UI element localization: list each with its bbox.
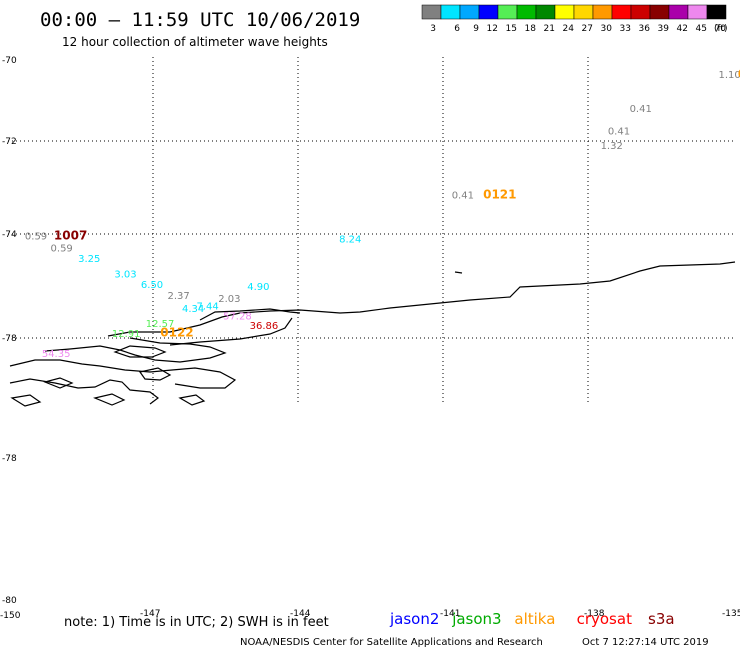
legend-label: 12 <box>487 24 498 34</box>
legend-swatch <box>440 4 461 20</box>
wave-height-point: 0121 <box>483 188 516 202</box>
legend-label: 42 <box>677 24 688 34</box>
legend-label: 30 <box>601 24 613 34</box>
legend-label: 21 <box>544 24 555 34</box>
legend-swatch <box>649 4 670 20</box>
wave-height-point: 3.03 <box>114 270 136 281</box>
longitude-axis: -150 -147 -144 -141 -138 -135 <box>0 609 740 621</box>
satellite-label: altika <box>514 610 555 628</box>
wave-height-point: 12.91 <box>112 329 141 340</box>
y-tick-label: -78 <box>2 454 17 464</box>
wave-height-point: 0.41 <box>630 104 652 115</box>
legend-label: 70 <box>715 24 727 34</box>
legend-swatch <box>478 4 499 20</box>
footer-credit: NOAA/NESDIS Center for Satellite Applica… <box>240 637 543 648</box>
legend-swatch <box>630 4 651 20</box>
antarctic-coastline <box>9 261 736 407</box>
x-tick-label: -144 <box>290 609 311 619</box>
wave-height-point: 0120 <box>738 67 740 81</box>
legend-unit: (ft) <box>714 24 728 34</box>
wave-height-point: 0.59 <box>25 232 47 243</box>
legend-swatch <box>592 4 613 20</box>
wave-height-point: 7.44 <box>197 301 219 312</box>
legend-label: 36 <box>639 24 651 34</box>
wave-height-point: 12.57 <box>146 319 175 330</box>
chart-subtitle: 12 hour collection of altimeter wave hei… <box>62 35 328 49</box>
wave-height-point: 36.86 <box>250 321 279 332</box>
satellite-legend: jason2 jason3 altika cryosat s3a <box>389 610 675 628</box>
y-tick-label: -70 <box>2 56 17 66</box>
legend-label: 6 <box>454 24 460 34</box>
x-tick-label: -147 <box>140 609 160 619</box>
satellite-label: jason3 <box>451 610 501 628</box>
wave-height-point: 2.03 <box>218 294 240 305</box>
satellite-label: s3a <box>648 610 675 628</box>
x-tick-label: -135 <box>722 609 740 619</box>
wave-height-point: 1.10 <box>719 70 740 81</box>
y-tick-label: -74 <box>2 230 17 240</box>
wave-height-point: 0122 <box>160 325 193 339</box>
wave-height-point: 8.24 <box>339 234 361 245</box>
footer-timestamp: Oct 7 12:27:14 UTC 2019 <box>582 637 709 648</box>
x-tick-label: -150 <box>0 611 21 621</box>
legend-swatch <box>516 4 537 20</box>
legend-swatch <box>573 4 594 20</box>
y-tick-label: -78 <box>2 334 17 344</box>
satellite-label: cryosat <box>577 610 632 628</box>
legend-label: 24 <box>563 24 575 34</box>
wave-height-point: 1007 <box>54 229 87 243</box>
wave-height-labels: 1.1001200.410.411.320.4101218.240.591007… <box>25 67 740 360</box>
wave-height-point: 0.41 <box>608 126 630 137</box>
legend-swatch <box>554 4 575 20</box>
legend-swatch <box>668 4 689 20</box>
y-tick-label: -80 <box>2 596 17 606</box>
legend-swatch <box>535 4 556 20</box>
chart-title: 00:00 – 11:59 UTC 10/06/2019 <box>40 9 360 31</box>
wave-height-point: 57.28 <box>223 312 252 323</box>
color-scale-legend: 3 6 9 12 15 18 21 24 27 30 33 36 39 42 45 70(ft) <box>421 4 728 34</box>
legend-swatch <box>497 4 518 20</box>
wave-height-point: 4.90 <box>247 282 269 293</box>
legend-swatch <box>459 4 480 20</box>
wave-height-point: 54.35 <box>42 349 71 360</box>
legend-label: 9 <box>473 24 479 34</box>
legend-label: 18 <box>525 24 537 34</box>
wave-height-point: 6.50 <box>141 280 163 291</box>
y-tick-label: -72 <box>2 137 17 147</box>
legend-label: 15 <box>506 24 517 34</box>
legend-label: 3 <box>430 24 436 34</box>
legend-swatch <box>421 4 442 20</box>
wave-height-point: 3.25 <box>78 254 100 265</box>
legend-label: 39 <box>658 24 670 34</box>
latitude-axis: -70 -72 -74 -78 -78 -80 <box>2 56 17 606</box>
legend-swatch <box>687 4 708 20</box>
legend-label: 45 <box>696 24 707 34</box>
wave-height-point: 0.41 <box>452 191 474 202</box>
legend-label: 33 <box>620 24 631 34</box>
wave-height-point: 1.32 <box>601 141 623 152</box>
footer-note: note: 1) Time is in UTC; 2) SWH is in fe… <box>64 615 329 630</box>
wave-height-point: 2.37 <box>168 291 190 302</box>
legend-swatch <box>706 4 727 20</box>
wave-height-point: 0.59 <box>51 244 73 255</box>
satellite-label: jason2 <box>389 610 439 628</box>
x-tick-label: -141 <box>440 609 460 619</box>
x-tick-label: -138 <box>584 609 605 619</box>
legend-swatch <box>611 4 632 20</box>
legend-label: 27 <box>582 24 593 34</box>
wave-height-point: 4.34 <box>182 304 204 315</box>
